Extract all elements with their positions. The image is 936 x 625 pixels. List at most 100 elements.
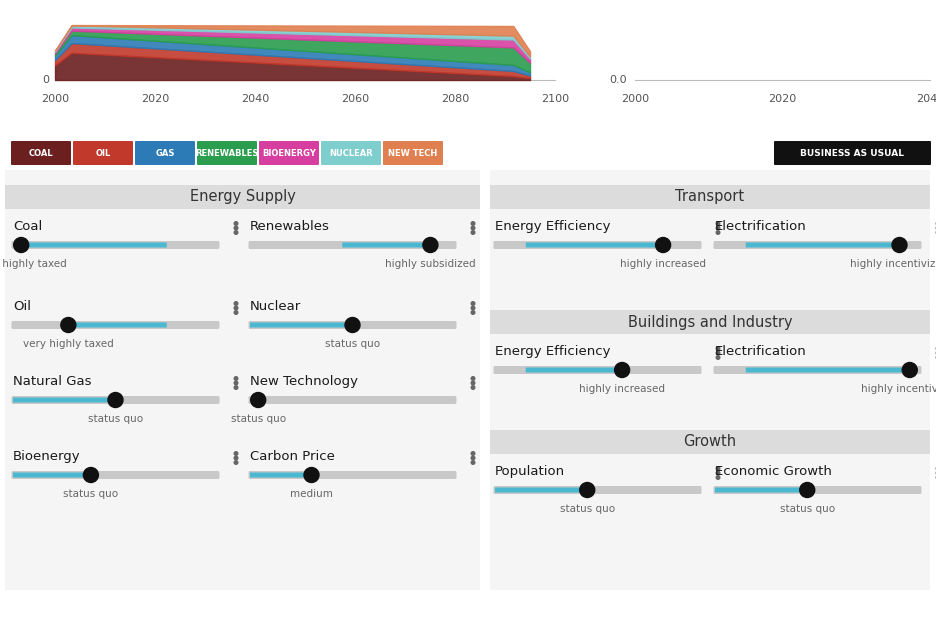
- FancyBboxPatch shape: [490, 310, 929, 334]
- Circle shape: [251, 392, 266, 408]
- FancyBboxPatch shape: [11, 471, 219, 479]
- Circle shape: [108, 392, 123, 408]
- Circle shape: [715, 471, 719, 475]
- Circle shape: [234, 461, 238, 464]
- FancyBboxPatch shape: [197, 141, 256, 165]
- Text: Renewables: Renewables: [250, 220, 329, 233]
- Text: 2060: 2060: [341, 94, 369, 104]
- FancyBboxPatch shape: [11, 321, 219, 329]
- Circle shape: [715, 231, 719, 234]
- Text: COAL: COAL: [29, 149, 53, 158]
- Text: NUCLEAR: NUCLEAR: [329, 149, 373, 158]
- Text: Carbon Price: Carbon Price: [250, 450, 334, 463]
- Circle shape: [422, 238, 437, 252]
- Text: 2040: 2040: [914, 94, 936, 104]
- Text: very highly taxed: very highly taxed: [0, 259, 66, 269]
- Circle shape: [715, 347, 719, 350]
- Text: Energy Efficiency: Energy Efficiency: [494, 220, 610, 233]
- Text: Growth: Growth: [682, 434, 736, 449]
- FancyBboxPatch shape: [714, 488, 807, 492]
- Circle shape: [471, 226, 475, 230]
- Circle shape: [614, 362, 629, 378]
- FancyBboxPatch shape: [5, 185, 479, 209]
- FancyBboxPatch shape: [11, 396, 219, 404]
- Circle shape: [471, 306, 475, 310]
- Text: Energy Supply: Energy Supply: [189, 189, 295, 204]
- FancyBboxPatch shape: [525, 368, 622, 372]
- FancyBboxPatch shape: [250, 398, 258, 402]
- FancyBboxPatch shape: [383, 141, 443, 165]
- Text: status quo: status quo: [230, 414, 285, 424]
- Text: 0.0: 0.0: [608, 75, 626, 85]
- Text: OIL: OIL: [95, 149, 110, 158]
- FancyBboxPatch shape: [712, 486, 920, 494]
- FancyBboxPatch shape: [248, 471, 456, 479]
- Circle shape: [579, 482, 594, 498]
- Text: 2020: 2020: [140, 94, 168, 104]
- FancyBboxPatch shape: [493, 241, 701, 249]
- Circle shape: [234, 231, 238, 234]
- Circle shape: [715, 226, 719, 230]
- FancyBboxPatch shape: [73, 141, 133, 165]
- Circle shape: [891, 238, 906, 252]
- FancyBboxPatch shape: [11, 241, 219, 249]
- Text: 2000: 2000: [621, 94, 649, 104]
- FancyBboxPatch shape: [525, 242, 663, 248]
- FancyBboxPatch shape: [135, 141, 195, 165]
- FancyBboxPatch shape: [321, 141, 381, 165]
- Circle shape: [234, 226, 238, 230]
- Circle shape: [234, 452, 238, 455]
- FancyBboxPatch shape: [11, 141, 71, 165]
- Text: RENEWABLES: RENEWABLES: [195, 149, 258, 158]
- Circle shape: [471, 231, 475, 234]
- Text: Economic Growth: Economic Growth: [714, 465, 831, 478]
- Text: BIOENERGY: BIOENERGY: [262, 149, 315, 158]
- Text: 2080: 2080: [441, 94, 469, 104]
- Circle shape: [234, 386, 238, 389]
- Circle shape: [234, 302, 238, 305]
- FancyBboxPatch shape: [773, 141, 930, 165]
- Text: Coal: Coal: [13, 220, 42, 233]
- Circle shape: [471, 302, 475, 305]
- FancyBboxPatch shape: [248, 396, 456, 404]
- FancyBboxPatch shape: [13, 472, 91, 478]
- Text: status quo: status quo: [64, 489, 118, 499]
- Text: Transport: Transport: [675, 189, 744, 204]
- FancyBboxPatch shape: [745, 242, 899, 248]
- Circle shape: [83, 468, 98, 482]
- Text: 2040: 2040: [241, 94, 269, 104]
- Circle shape: [471, 386, 475, 389]
- Text: highly incentivized: highly incentivized: [849, 259, 936, 269]
- FancyBboxPatch shape: [712, 241, 920, 249]
- Circle shape: [471, 461, 475, 464]
- Text: Nuclear: Nuclear: [250, 300, 301, 313]
- FancyBboxPatch shape: [13, 398, 115, 402]
- Text: 2020: 2020: [768, 94, 796, 104]
- Text: Buildings and Industry: Buildings and Industry: [627, 314, 792, 329]
- Text: highly increased: highly increased: [620, 259, 706, 269]
- FancyBboxPatch shape: [250, 322, 352, 328]
- Text: New Technology: New Technology: [250, 375, 358, 388]
- FancyBboxPatch shape: [493, 486, 701, 494]
- Text: highly increased: highly increased: [578, 384, 665, 394]
- FancyBboxPatch shape: [248, 241, 456, 249]
- Circle shape: [799, 482, 814, 498]
- Text: Electrification: Electrification: [714, 220, 806, 233]
- Text: Oil: Oil: [13, 300, 31, 313]
- FancyBboxPatch shape: [493, 366, 701, 374]
- Text: NEW TECH: NEW TECH: [388, 149, 437, 158]
- Circle shape: [471, 377, 475, 380]
- Text: status quo: status quo: [779, 504, 834, 514]
- Text: very highly taxed: very highly taxed: [23, 339, 113, 349]
- FancyBboxPatch shape: [490, 430, 929, 454]
- Circle shape: [471, 456, 475, 460]
- Text: status quo: status quo: [88, 414, 143, 424]
- Text: 2000: 2000: [41, 94, 69, 104]
- Text: Natural Gas: Natural Gas: [13, 375, 92, 388]
- Text: 0: 0: [42, 75, 49, 85]
- Circle shape: [715, 222, 719, 225]
- Text: 2100: 2100: [540, 94, 568, 104]
- FancyBboxPatch shape: [68, 322, 167, 328]
- FancyBboxPatch shape: [5, 170, 479, 590]
- Circle shape: [901, 362, 916, 378]
